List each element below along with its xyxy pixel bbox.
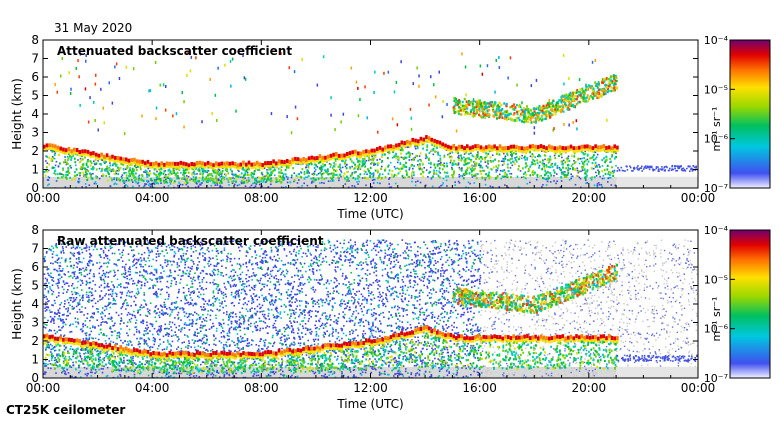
x-tick-label: 04:00 — [135, 381, 170, 395]
x-tick-label: 04:00 — [135, 191, 170, 205]
x-tick-label: 08:00 — [244, 191, 279, 205]
x-axis-label: Time (UTC) — [336, 397, 403, 411]
y-tick-label: 3 — [31, 126, 39, 140]
x-tick-label: 16:00 — [462, 191, 497, 205]
colorbar-unit: m⁻¹ sr⁻¹ — [710, 297, 723, 342]
date-label: 31 May 2020 — [54, 21, 132, 35]
y-tick-label: 7 — [31, 52, 39, 66]
x-tick-label: 12:00 — [353, 381, 388, 395]
y-axis-label: Height (km) — [10, 78, 24, 149]
instrument-label: CT25K ceilometer — [6, 403, 125, 417]
x-axis-label: Time (UTC) — [336, 207, 403, 221]
y-tick-label: 6 — [31, 70, 39, 84]
y-tick-label: 8 — [31, 223, 39, 237]
colorbar-tick-label: 10⁻⁴ — [704, 224, 729, 237]
colorbar-tick-label: 10⁻⁷ — [704, 372, 728, 385]
colorbar-tick-label: 10⁻⁵ — [704, 83, 728, 96]
y-tick-label: 3 — [31, 316, 39, 330]
y-axis-label: Height (km) — [10, 268, 24, 339]
x-tick-label: 12:00 — [353, 191, 388, 205]
y-tick-label: 0 — [31, 371, 39, 385]
y-tick-label: 6 — [31, 260, 39, 274]
y-tick-label: 8 — [31, 33, 39, 47]
colorbar — [730, 40, 770, 188]
y-tick-label: 5 — [31, 89, 39, 103]
plot-title: Attenuated backscatter coefficient — [57, 44, 292, 58]
y-tick-label: 1 — [31, 353, 39, 367]
y-tick-label: 5 — [31, 279, 39, 293]
colorbar-unit: m⁻¹ sr⁻¹ — [710, 107, 723, 152]
y-tick-label: 4 — [31, 297, 39, 311]
colorbar-tick-label: 10⁻⁵ — [704, 273, 728, 286]
x-tick-label: 20:00 — [572, 191, 607, 205]
y-tick-label: 1 — [31, 163, 39, 177]
plot-title: Raw attenuated backscatter coefficient — [57, 234, 324, 248]
y-tick-label: 0 — [31, 181, 39, 195]
panel-raw-attenuated: Raw attenuated backscatter coefficient 0 0… — [10, 223, 770, 411]
y-tick-label: 4 — [31, 107, 39, 121]
colorbar-tick-label: 10⁻⁷ — [704, 182, 728, 195]
colorbar — [730, 230, 770, 378]
y-tick-label: 2 — [31, 334, 39, 348]
x-tick-label: 20:00 — [572, 381, 607, 395]
x-tick-label: 08:00 — [244, 381, 279, 395]
y-tick-label: 7 — [31, 242, 39, 256]
y-tick-label: 2 — [31, 144, 39, 158]
x-tick-label: 16:00 — [462, 381, 497, 395]
colorbar-tick-label: 10⁻⁴ — [704, 34, 729, 47]
